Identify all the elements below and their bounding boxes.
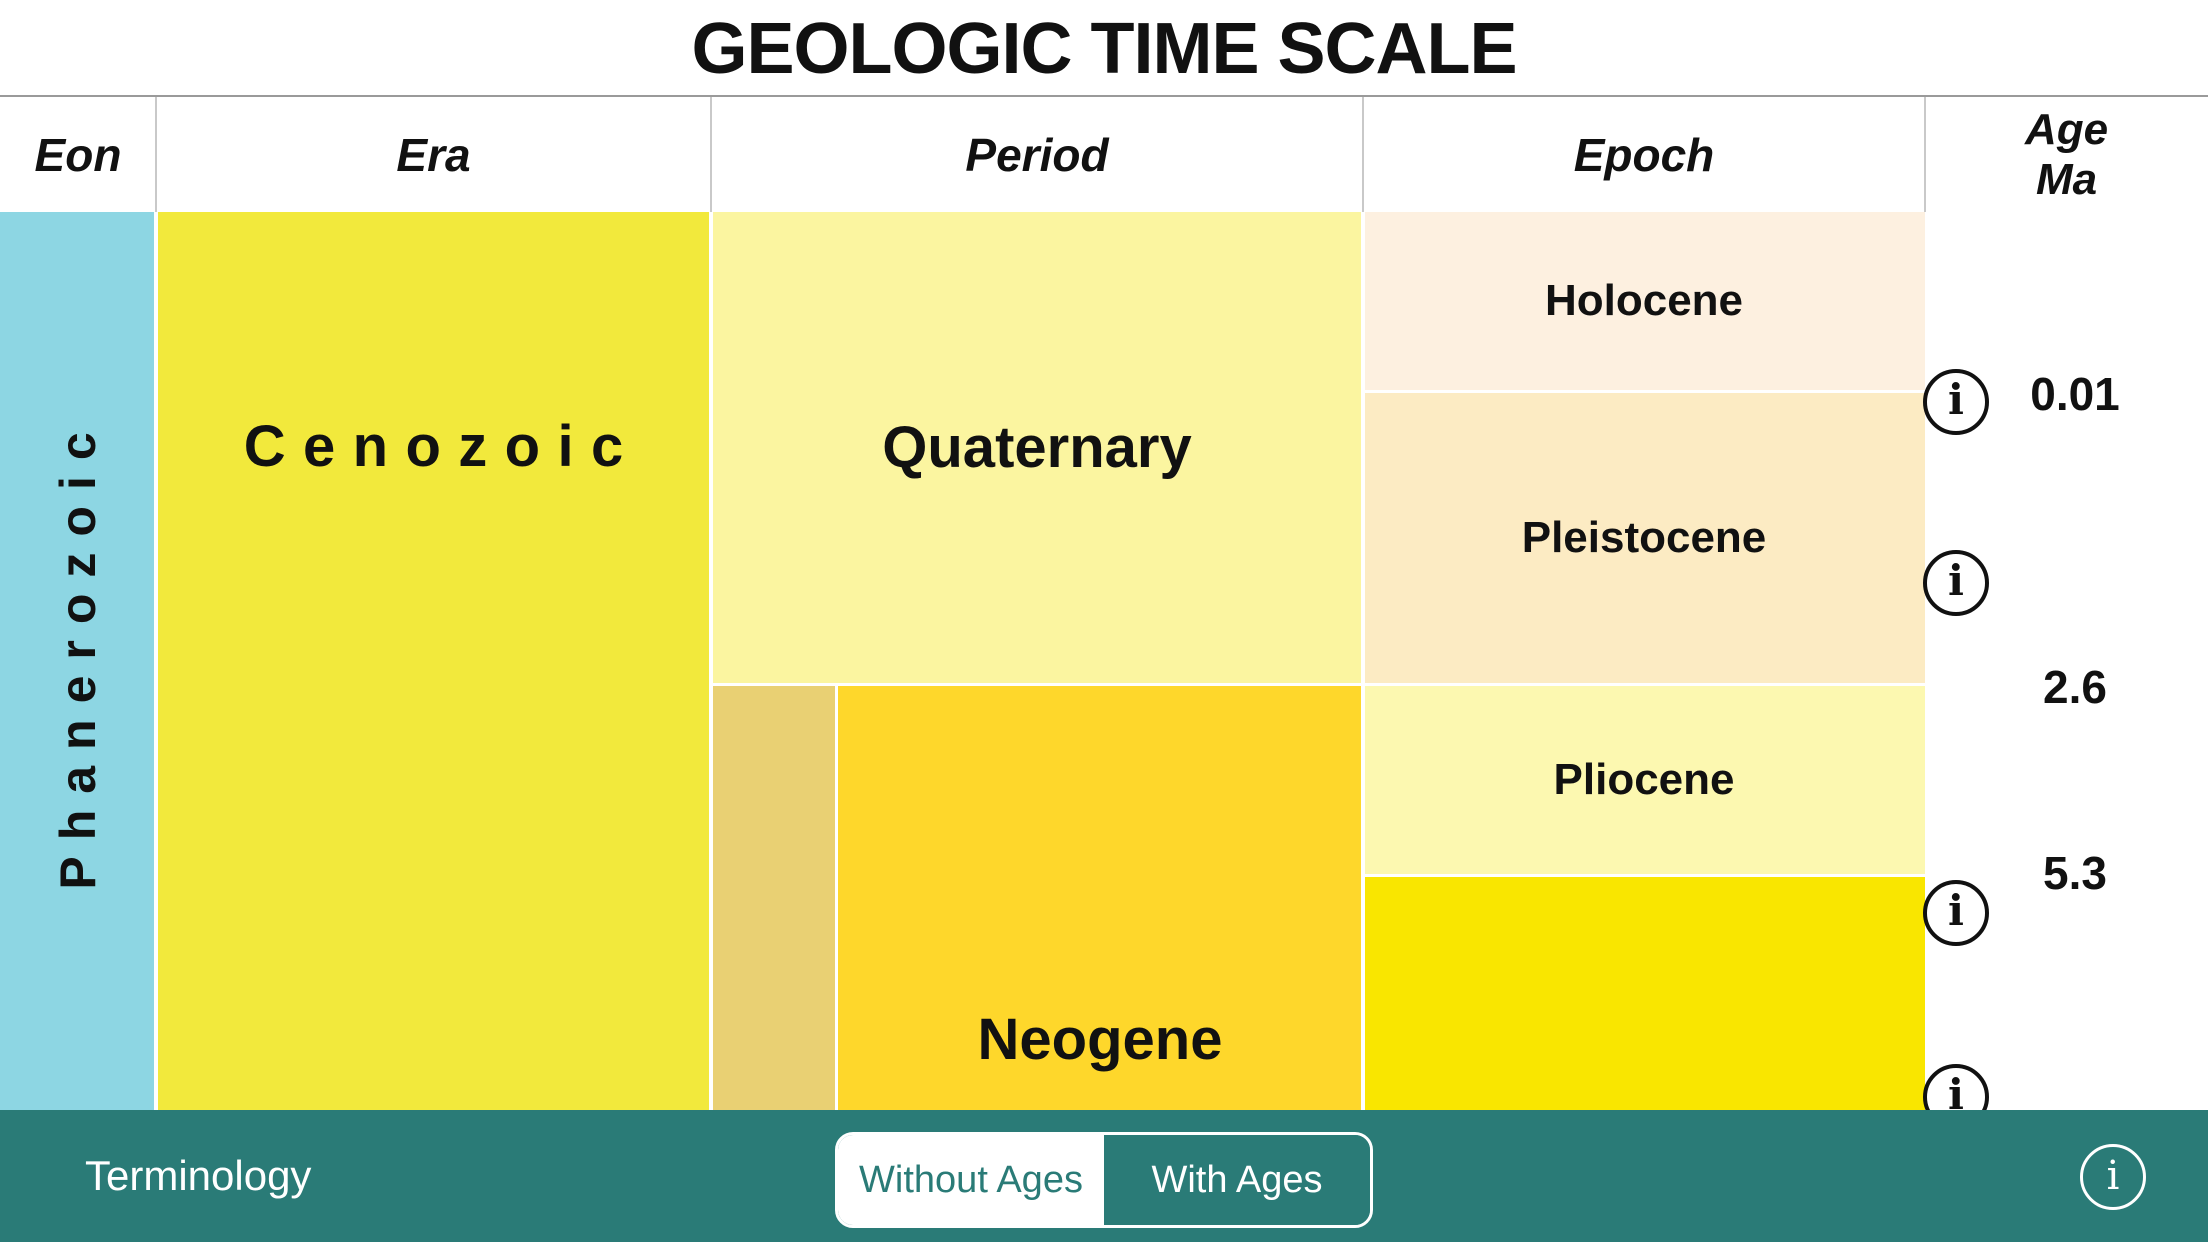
- era-label: Cenozoic: [243, 414, 641, 479]
- age-header-line2: Ma: [2035, 154, 2098, 204]
- age-value-holocene-pleistocene: 0.01: [2030, 368, 2120, 420]
- column-separator: [709, 212, 713, 1110]
- column-header-epoch: Epoch: [1573, 128, 1715, 181]
- epoch-block-miocene: [1363, 877, 1925, 1110]
- epoch-block-pliocene: Pliocene: [1363, 686, 1925, 877]
- info-icon[interactable]: i: [1923, 369, 1989, 435]
- info-icon[interactable]: i: [1923, 550, 1989, 616]
- header-column-divider: [1924, 97, 1926, 212]
- bottom-toolbar: Terminology Without Ages With Ages i: [0, 1110, 2208, 1242]
- era-block-cenozoic: Cenozoic: [156, 212, 711, 1110]
- header-divider-line: [0, 95, 2208, 97]
- eon-block-phanerozoic: Phanerozoic: [0, 212, 156, 1110]
- age-header-line1: Age: [2024, 104, 2109, 154]
- period-label: Quaternary: [882, 415, 1192, 480]
- header-column-divider: [155, 97, 157, 212]
- column-header-period: Period: [965, 128, 1109, 181]
- column-separator: [154, 212, 158, 1110]
- epoch-label: Pleistocene: [1521, 513, 1767, 562]
- eon-label: Phanerozoic: [50, 416, 106, 890]
- epoch-label: Pliocene: [1553, 755, 1735, 804]
- column-header-age-ma: Age Ma: [1925, 97, 2208, 212]
- column-header-eon: Eon: [34, 128, 122, 181]
- page-title: GEOLOGIC TIME SCALE: [691, 9, 1517, 89]
- epoch-block-holocene: Holocene: [1363, 212, 1925, 393]
- column-header-era: Era: [396, 128, 471, 181]
- age-value-pliocene-miocene: 5.3: [2043, 847, 2107, 899]
- period-block-quaternary: Quaternary: [711, 212, 1363, 686]
- period-block-neogene: Neogene: [837, 686, 1363, 1110]
- terminology-segmented-control: Without Ages With Ages: [835, 1132, 1373, 1228]
- info-icon[interactable]: i: [1923, 880, 1989, 946]
- column-separator: [1361, 212, 1365, 1110]
- epoch-label: Holocene: [1544, 276, 1744, 325]
- terminology-label: Terminology: [85, 1152, 312, 1199]
- period-strip-tertiary: [711, 686, 837, 1110]
- age-value-pleistocene-pliocene: 2.6: [2043, 661, 2107, 713]
- period-label: Neogene: [977, 1007, 1223, 1072]
- epoch-block-pleistocene: Pleistocene: [1363, 393, 1925, 686]
- segment-without-ages[interactable]: Without Ages: [838, 1135, 1104, 1225]
- header-column-divider: [1362, 97, 1364, 212]
- info-icon[interactable]: i: [2080, 1144, 2146, 1210]
- segment-with-ages[interactable]: With Ages: [1104, 1135, 1370, 1225]
- column-separator: [835, 686, 838, 1110]
- header-column-divider: [710, 97, 712, 212]
